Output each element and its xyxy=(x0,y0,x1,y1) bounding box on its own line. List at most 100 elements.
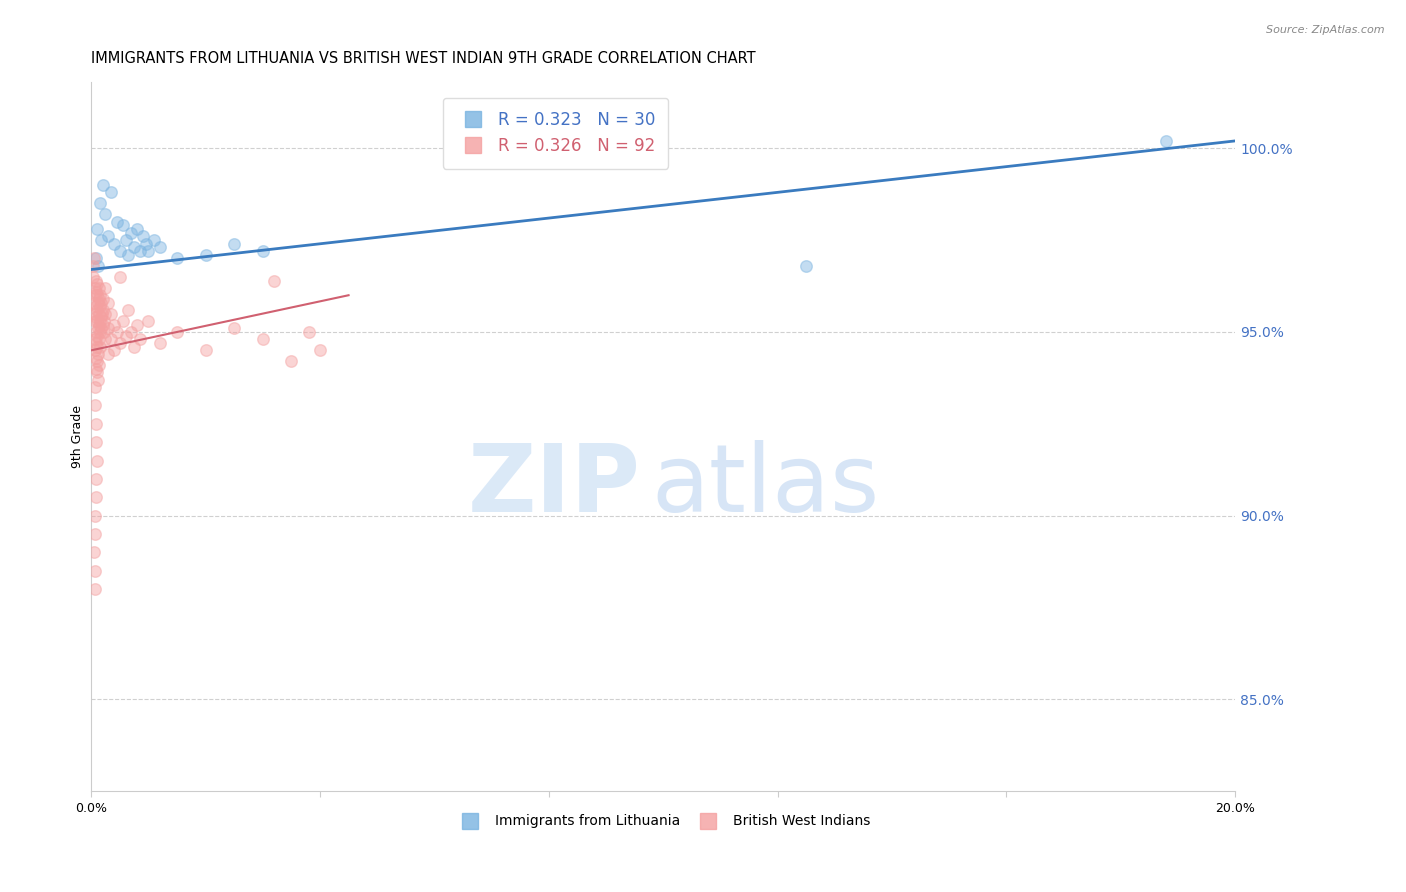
Point xyxy=(128,244,150,259)
Point xyxy=(94,281,117,295)
Point xyxy=(91,178,114,192)
Point xyxy=(149,336,172,351)
Point xyxy=(91,302,114,317)
Point xyxy=(103,343,125,358)
Point xyxy=(87,281,110,295)
Point xyxy=(125,318,148,332)
Point xyxy=(252,244,274,259)
Point xyxy=(194,343,217,358)
Point xyxy=(87,358,110,372)
Point xyxy=(84,472,107,486)
Point xyxy=(100,332,122,346)
Point xyxy=(87,373,110,387)
Point xyxy=(117,302,139,317)
Point xyxy=(280,354,302,368)
Point xyxy=(100,186,122,200)
Point xyxy=(263,274,285,288)
Point xyxy=(103,318,125,332)
Point xyxy=(89,314,111,328)
Point xyxy=(84,288,107,302)
Point xyxy=(103,236,125,251)
Point xyxy=(97,229,120,244)
Point xyxy=(91,318,114,332)
Point xyxy=(84,325,107,339)
Point xyxy=(83,527,105,541)
Point xyxy=(90,233,112,247)
Point xyxy=(84,252,107,266)
Point xyxy=(83,281,105,295)
Point xyxy=(89,325,111,339)
Point xyxy=(143,233,166,247)
Point xyxy=(166,325,188,339)
Point xyxy=(86,314,108,328)
Text: ZIP: ZIP xyxy=(467,441,640,533)
Point xyxy=(122,340,145,354)
Point xyxy=(90,321,112,335)
Point xyxy=(120,325,142,339)
Point xyxy=(86,491,108,505)
Point xyxy=(94,307,117,321)
Point xyxy=(82,259,104,273)
Point xyxy=(86,222,108,236)
Point xyxy=(794,259,817,273)
Point xyxy=(128,332,150,346)
Text: Source: ZipAtlas.com: Source: ZipAtlas.com xyxy=(1267,25,1385,35)
Point xyxy=(194,248,217,262)
Point xyxy=(134,236,156,251)
Point xyxy=(84,508,107,523)
Point xyxy=(1156,134,1178,148)
Point xyxy=(117,248,139,262)
Point xyxy=(91,307,114,321)
Point xyxy=(94,332,117,346)
Point xyxy=(89,196,111,211)
Text: atlas: atlas xyxy=(652,441,880,533)
Point xyxy=(87,332,110,346)
Point xyxy=(84,274,107,288)
Point xyxy=(87,347,110,361)
Point xyxy=(86,288,108,302)
Point xyxy=(87,295,110,310)
Point xyxy=(105,215,128,229)
Point xyxy=(93,325,115,339)
Point xyxy=(224,321,246,335)
Point xyxy=(86,365,108,379)
Point xyxy=(122,240,145,254)
Point xyxy=(84,351,107,365)
Point xyxy=(86,285,108,299)
Point xyxy=(89,340,111,354)
Point xyxy=(87,307,110,321)
Point xyxy=(83,564,105,578)
Point xyxy=(108,244,131,259)
Point xyxy=(86,310,108,325)
Point xyxy=(89,318,111,332)
Point xyxy=(89,292,111,306)
Point xyxy=(83,380,105,394)
Point xyxy=(114,328,136,343)
Point xyxy=(252,332,274,346)
Point xyxy=(84,299,107,313)
Text: IMMIGRANTS FROM LITHUANIA VS BRITISH WEST INDIAN 9TH GRADE CORRELATION CHART: IMMIGRANTS FROM LITHUANIA VS BRITISH WES… xyxy=(91,51,756,66)
Point xyxy=(97,295,120,310)
Point xyxy=(111,219,134,233)
Point xyxy=(84,314,107,328)
Point xyxy=(138,244,160,259)
Point xyxy=(94,207,117,221)
Point xyxy=(105,325,128,339)
Point xyxy=(86,435,108,450)
Point xyxy=(149,240,172,254)
Point xyxy=(131,229,153,244)
Point xyxy=(90,295,112,310)
Point xyxy=(86,453,108,467)
Point xyxy=(86,361,108,376)
Point xyxy=(86,336,108,351)
Point xyxy=(87,259,110,273)
Y-axis label: 9th Grade: 9th Grade xyxy=(72,405,84,468)
Point xyxy=(138,314,160,328)
Legend: Immigrants from Lithuania, British West Indians: Immigrants from Lithuania, British West … xyxy=(450,809,876,834)
Point xyxy=(84,399,107,413)
Point xyxy=(97,347,120,361)
Point xyxy=(108,336,131,351)
Point xyxy=(89,288,111,302)
Point xyxy=(86,277,108,292)
Point xyxy=(84,582,107,597)
